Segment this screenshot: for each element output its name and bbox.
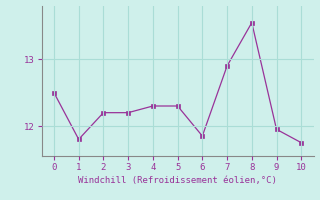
X-axis label: Windchill (Refroidissement éolien,°C): Windchill (Refroidissement éolien,°C): [78, 176, 277, 185]
